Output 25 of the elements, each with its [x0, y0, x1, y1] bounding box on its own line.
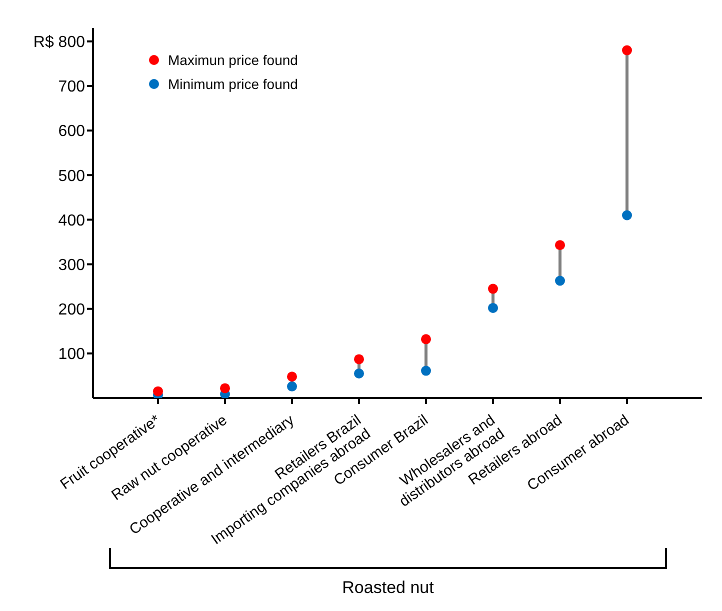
- point: [488, 302, 498, 313]
- point: [421, 366, 431, 376]
- y-tick-label: 300: [58, 256, 86, 274]
- point: [354, 368, 364, 378]
- y-tick-label: 700: [58, 78, 86, 96]
- y-tick-label: 100: [58, 346, 86, 364]
- point: [622, 210, 632, 220]
- point: [153, 386, 163, 396]
- text: Roasted nut: [341, 578, 435, 598]
- point: [287, 381, 297, 392]
- legend-label: Minimum price found: [168, 76, 298, 92]
- point: [287, 372, 297, 382]
- y-tick-label: 200: [58, 302, 86, 319]
- point: [555, 276, 565, 286]
- legend-label: Maximun price found: [168, 52, 298, 68]
- point: [622, 45, 632, 56]
- point: [421, 334, 431, 344]
- y-tick-label: R$ 800: [33, 34, 86, 52]
- y-tick-label: 400: [58, 212, 86, 230]
- point: [488, 284, 498, 294]
- y-tick-label: 500: [58, 168, 86, 185]
- y-tick-label: 600: [58, 123, 86, 140]
- point: [354, 354, 364, 364]
- point: [220, 383, 230, 394]
- point: [555, 240, 565, 250]
